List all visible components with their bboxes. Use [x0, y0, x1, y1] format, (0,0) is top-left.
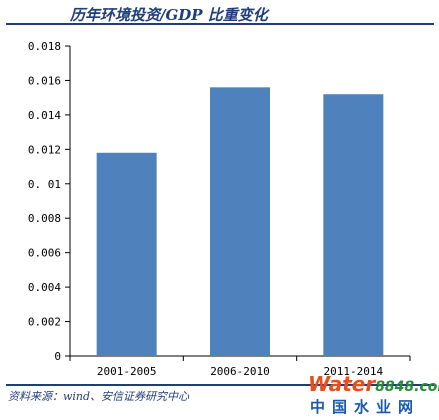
y-tick-label: 0.016 [28, 74, 61, 87]
bar [210, 87, 270, 356]
y-tick-label: 0. 01 [28, 178, 61, 191]
bar [96, 152, 157, 356]
x-tick-label: 2011-2014 [324, 365, 384, 378]
x-tick-label: 2006-2010 [210, 365, 270, 378]
y-tick-label: 0.006 [28, 247, 61, 260]
y-tick-label: 0.018 [28, 40, 61, 53]
y-tick-label: 0.012 [28, 143, 61, 156]
watermark-brand-number: 8848 [375, 379, 415, 395]
bar [323, 94, 384, 356]
y-tick-label: 0.014 [28, 109, 61, 122]
x-tick-label: 2001-2005 [97, 365, 157, 378]
watermark-brand: Water8848.com [308, 372, 439, 396]
chart-title-bar: 历年环境投资/GDP 比重变化 [6, 2, 434, 28]
footer-divider [6, 384, 434, 386]
y-tick-label: 0 [54, 350, 61, 363]
y-tick-label: 0.002 [28, 316, 61, 329]
watermark-brand-suffix: .com [414, 379, 439, 395]
y-tick-label: 0.004 [28, 281, 61, 294]
y-tick-label: 0.008 [28, 212, 61, 225]
title-underline [6, 23, 434, 25]
watermark-chinese-name: 中国水业网 [310, 398, 421, 416]
source-note: 资料来源：wind、安信证券研究中心 [8, 390, 190, 403]
watermark-brand-water: Water [308, 372, 376, 396]
watermark-logo: Water8848.com 中国水业网 [308, 372, 439, 418]
chart-title: 历年环境投资/GDP 比重变化 [70, 6, 268, 24]
